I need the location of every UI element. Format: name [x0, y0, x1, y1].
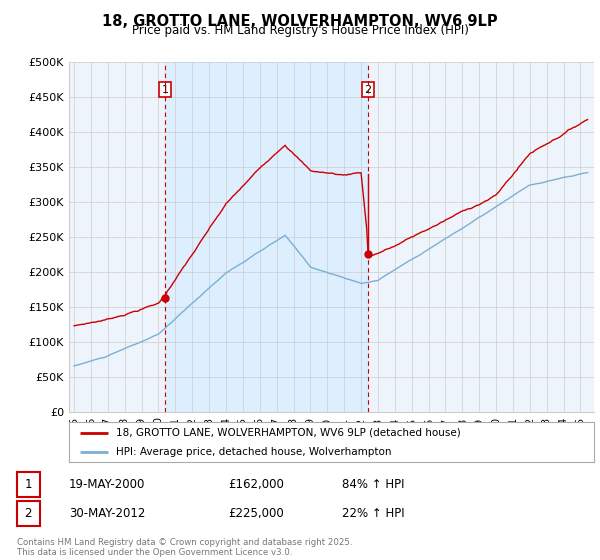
Text: 18, GROTTO LANE, WOLVERHAMPTON, WV6 9LP: 18, GROTTO LANE, WOLVERHAMPTON, WV6 9LP: [102, 14, 498, 29]
Text: Contains HM Land Registry data © Crown copyright and database right 2025.
This d: Contains HM Land Registry data © Crown c…: [17, 538, 352, 557]
Text: 84% ↑ HPI: 84% ↑ HPI: [342, 478, 404, 491]
Text: £162,000: £162,000: [228, 478, 284, 491]
Text: 30-MAY-2012: 30-MAY-2012: [69, 507, 145, 520]
Text: £225,000: £225,000: [228, 507, 284, 520]
Text: Price paid vs. HM Land Registry's House Price Index (HPI): Price paid vs. HM Land Registry's House …: [131, 24, 469, 37]
Text: 1: 1: [25, 478, 32, 491]
Text: 19-MAY-2000: 19-MAY-2000: [69, 478, 145, 491]
Text: 22% ↑ HPI: 22% ↑ HPI: [342, 507, 404, 520]
Text: 2: 2: [364, 85, 371, 95]
Text: HPI: Average price, detached house, Wolverhampton: HPI: Average price, detached house, Wolv…: [116, 446, 392, 456]
Text: 2: 2: [25, 507, 32, 520]
Bar: [165, 62, 368, 412]
Text: 18, GROTTO LANE, WOLVERHAMPTON, WV6 9LP (detached house): 18, GROTTO LANE, WOLVERHAMPTON, WV6 9LP …: [116, 428, 461, 438]
Text: 1: 1: [161, 85, 169, 95]
